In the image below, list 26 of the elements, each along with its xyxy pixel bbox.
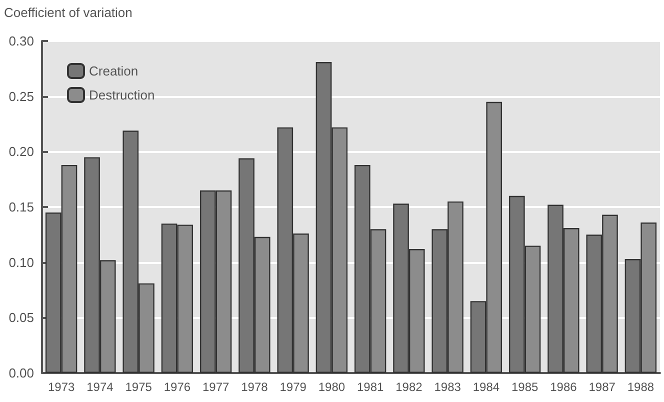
- x-tick-label: 1978: [241, 380, 268, 394]
- x-tick-label: 1987: [588, 380, 616, 394]
- x-tick-label: 1983: [434, 380, 462, 394]
- x-tick-label: 1988: [627, 380, 654, 394]
- x-tick-label: 1976: [164, 380, 191, 394]
- x-tick-label: 1984: [472, 380, 500, 394]
- x-tick-label: 1979: [280, 380, 307, 394]
- x-tick-label: 1980: [318, 380, 346, 394]
- y-tick-label: 0.00: [8, 366, 34, 380]
- legend-label: Destruction: [89, 88, 155, 102]
- y-axis-title: Coefficient of variation: [4, 5, 132, 20]
- y-tick-label: 0.05: [8, 310, 34, 326]
- x-tick-label: 1985: [511, 380, 538, 394]
- x-tick-label: 1986: [550, 380, 578, 394]
- y-tick-label: 0.25: [8, 88, 34, 104]
- x-tick-label: 1981: [356, 380, 384, 394]
- x-tick-label: 1982: [396, 380, 423, 394]
- x-tick-label: 1974: [86, 380, 114, 394]
- x-tick-label: 1977: [202, 380, 230, 394]
- y-tick-label: 0.30: [8, 34, 34, 48]
- y-tick-label: 0.20: [8, 144, 34, 160]
- legend-label: Creation: [89, 64, 138, 78]
- y-tick-label: 0.10: [8, 254, 34, 270]
- y-tick-label: 0.15: [8, 200, 34, 214]
- x-tick-label: 1973: [48, 380, 75, 394]
- x-tick-label: 1975: [125, 380, 152, 394]
